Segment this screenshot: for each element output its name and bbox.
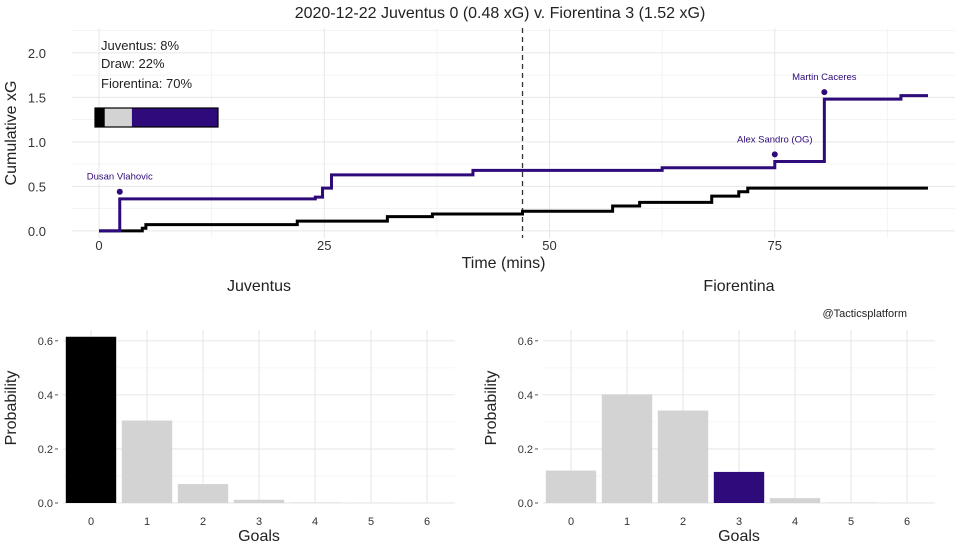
credit-text: @Tacticsplatform bbox=[822, 308, 907, 320]
goal-probability-bar bbox=[601, 394, 653, 503]
bar-x-tick-label: 3 bbox=[256, 516, 262, 528]
xg-gridlines bbox=[72, 28, 955, 238]
bar-x-tick-label: 0 bbox=[88, 516, 94, 528]
goal-probability-bar bbox=[65, 336, 117, 503]
bar-y-tick-label: 0.4 bbox=[518, 390, 533, 402]
bar-x-tick-label: 6 bbox=[424, 516, 430, 528]
bar-x-tick-label: 6 bbox=[904, 516, 910, 528]
goal-probability-bar bbox=[657, 410, 709, 503]
xg-series-lines bbox=[99, 94, 928, 233]
bar-y-tick-label: 0.6 bbox=[38, 336, 53, 348]
outcome-probabilities: Juventus: 8% Draw: 22% Fiorentina: 70% bbox=[94, 38, 219, 128]
bar-y-tick-label: 0.0 bbox=[518, 498, 533, 510]
goal-probability-bar bbox=[177, 484, 229, 503]
juventus-chart-title: Juventus bbox=[227, 278, 291, 295]
xg-x-tick-label: 0 bbox=[95, 238, 102, 253]
fiorentina-x-axis-label: Goals bbox=[718, 528, 760, 545]
bar-x-tick-label: 0 bbox=[568, 516, 574, 528]
bar-x-tick-label: 4 bbox=[312, 516, 318, 528]
juventus-bars: 0.0 0.2 0.4 0.6 0 1 2 3 4 5 6 bbox=[38, 330, 455, 528]
goal-probability-bar bbox=[233, 499, 285, 503]
outcome-draw-text: Draw: 22% bbox=[101, 56, 165, 71]
bar-x-tick-label: 4 bbox=[792, 516, 798, 528]
outcome-bar-frame bbox=[94, 107, 219, 128]
bar-x-tick-label: 3 bbox=[736, 516, 742, 528]
juventus-y-axis-label: Probability bbox=[3, 371, 20, 446]
bar-x-tick-label: 5 bbox=[368, 516, 374, 528]
xg-y-tick-label: 0.0 bbox=[28, 224, 46, 239]
bar-y-tick-label: 0.2 bbox=[518, 444, 533, 456]
goal-marker bbox=[771, 151, 778, 158]
xg-y-tick-label: 1.5 bbox=[28, 90, 46, 105]
xg-x-tick-label: 50 bbox=[542, 238, 556, 253]
cumulative-xg-chart: 0.0 0.5 1.0 1.5 2.0 0 25 50 75 Dusan Vlahovic Al… bbox=[3, 28, 955, 272]
xg-y-axis-label: Cumulative xG bbox=[3, 81, 20, 186]
fiorentina-y-axis-label: Probability bbox=[483, 371, 500, 446]
xg-x-tick-labels: 0 25 50 75 bbox=[95, 238, 782, 253]
goal-label: Dusan Vlahovic bbox=[87, 172, 153, 183]
outcome-bar-segment bbox=[95, 108, 105, 127]
goal-label: Martin Caceres bbox=[792, 72, 857, 83]
xg-x-tick-label: 75 bbox=[768, 238, 782, 253]
xg-series-fiorentina bbox=[99, 94, 928, 233]
outcome-away-text: Fiorentina: 70% bbox=[101, 76, 192, 91]
xg-series-juventus bbox=[99, 186, 928, 233]
fiorentina-chart-title: Fiorentina bbox=[703, 278, 774, 295]
outcome-home-text: Juventus: 8% bbox=[101, 38, 179, 53]
goal-marker bbox=[821, 89, 828, 96]
goal-probability-bar bbox=[545, 470, 597, 503]
bar-x-tick-label: 2 bbox=[200, 516, 206, 528]
bar-y-tick-label: 0.0 bbox=[38, 498, 53, 510]
goal-probability-bar bbox=[121, 420, 173, 503]
bar-y-tick-label: 0.2 bbox=[38, 444, 53, 456]
xg-y-tick-label: 2.0 bbox=[28, 46, 46, 61]
outcome-probability-bar bbox=[94, 107, 219, 128]
bar-x-tick-label: 2 bbox=[680, 516, 686, 528]
fiorentina-goals-chart: Fiorentina 0.0 0.2 0.4 0.6 0 1 2 3 4 5 6 Goals Pro… bbox=[483, 278, 935, 545]
bar-y-tick-label: 0.6 bbox=[518, 336, 533, 348]
bar-y-tick-label: 0.4 bbox=[38, 390, 53, 402]
juventus-x-axis-label: Goals bbox=[238, 528, 280, 545]
goal-probability-bar bbox=[769, 498, 821, 503]
goal-probability-bar bbox=[713, 471, 765, 503]
goal-probability-bar bbox=[825, 502, 877, 503]
bar-x-tick-label: 1 bbox=[144, 516, 150, 528]
bar-x-tick-label: 5 bbox=[848, 516, 854, 528]
goal-annotations: Dusan Vlahovic Alex Sandro (OG) Martin Cac… bbox=[87, 72, 857, 195]
outcome-bar-segment bbox=[104, 108, 132, 127]
xg-y-tick-labels: 0.0 0.5 1.0 1.5 2.0 bbox=[28, 46, 46, 239]
figure-title: 2020-12-22 Juventus 0 (0.48 xG) v. Fiore… bbox=[295, 5, 706, 22]
xg-y-tick-label: 1.0 bbox=[28, 135, 46, 150]
outcome-bar-segment bbox=[131, 108, 218, 127]
bar-x-tick-label: 1 bbox=[624, 516, 630, 528]
xg-y-tick-label: 0.5 bbox=[28, 179, 46, 194]
goal-label: Alex Sandro (OG) bbox=[737, 134, 813, 145]
xg-x-tick-label: 25 bbox=[317, 238, 331, 253]
goal-marker bbox=[116, 188, 123, 195]
xg-x-axis-label: Time (mins) bbox=[462, 255, 546, 272]
juventus-goals-chart: Juventus 0.0 0.2 0.4 0.6 0 1 2 3 4 5 6 Goals Proba… bbox=[3, 278, 455, 545]
goal-probability-bar bbox=[289, 502, 341, 503]
fiorentina-bars: 0.0 0.2 0.4 0.6 0 1 2 3 4 5 6 bbox=[518, 330, 935, 528]
